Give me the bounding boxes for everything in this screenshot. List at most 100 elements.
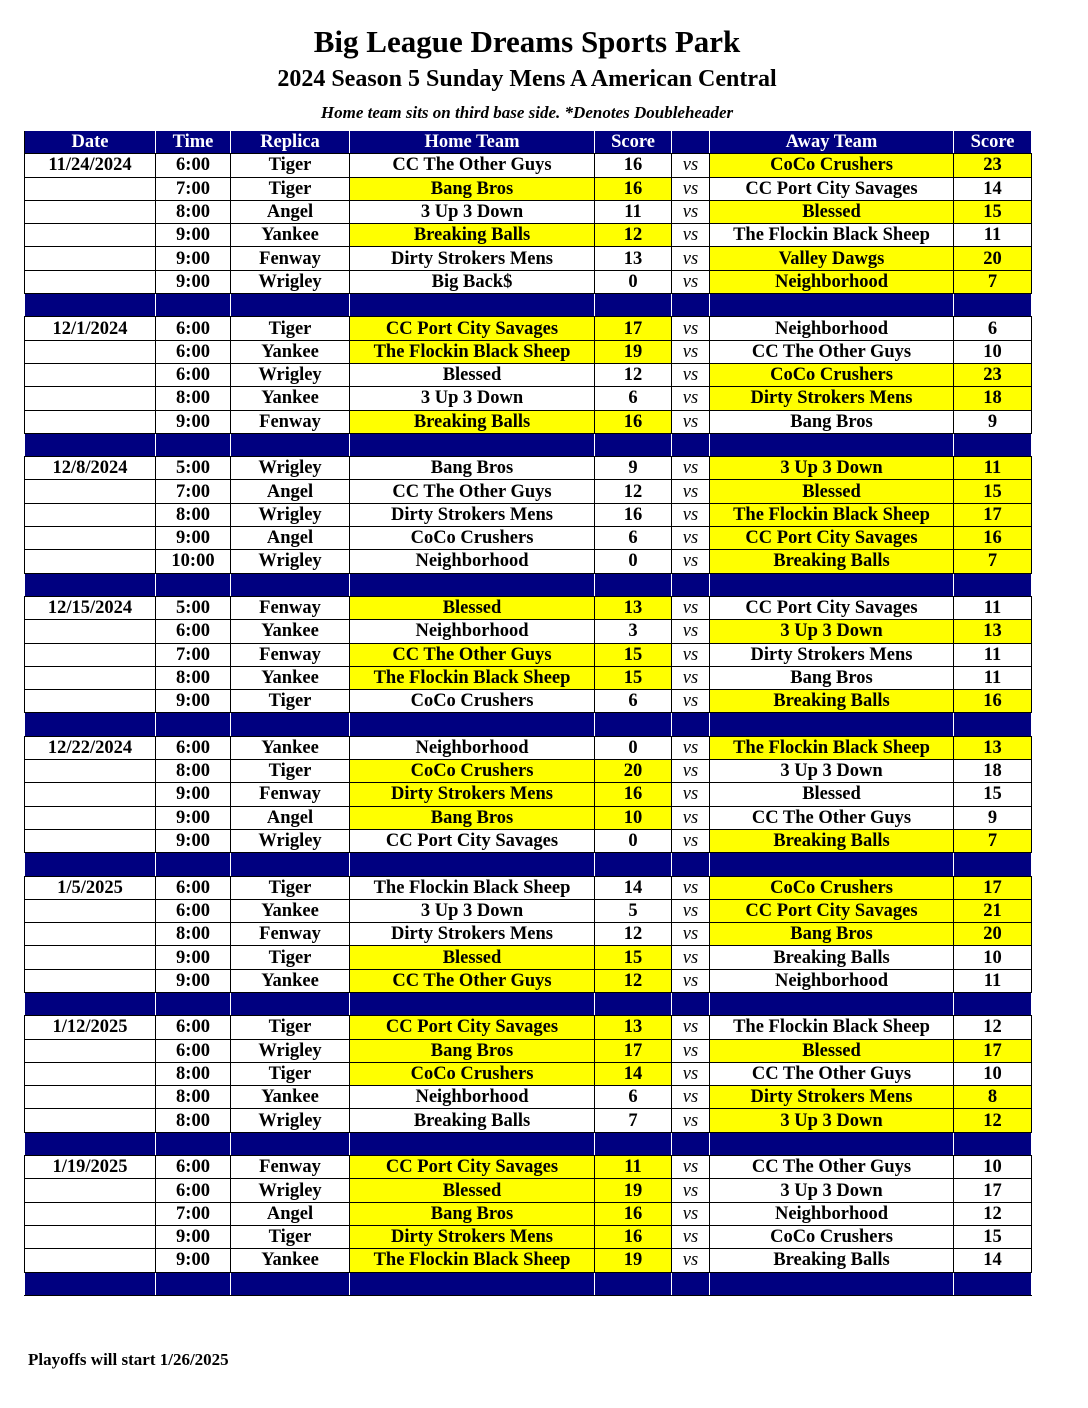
- game-replica-field: Yankee: [230, 339, 350, 364]
- header-col-away-score: Score: [953, 129, 1032, 155]
- vs-label: vs: [671, 782, 710, 807]
- game-date: [24, 805, 156, 830]
- home-team: Blessed: [349, 362, 595, 388]
- home-team: CC The Other Guys: [349, 479, 595, 504]
- away-team: CC Port City Savages: [709, 176, 954, 201]
- week-separator-row: [24, 991, 1032, 1017]
- home-score: 0: [594, 269, 672, 295]
- home-score: 9: [594, 456, 672, 481]
- vs-label: vs: [671, 316, 710, 341]
- separator-cell: [671, 852, 710, 877]
- game-time: 8:00: [155, 1061, 231, 1087]
- header-col-replica: Replica: [230, 129, 350, 155]
- away-score: 23: [953, 153, 1032, 178]
- separator-cell: [230, 1131, 350, 1157]
- game-date: [24, 828, 156, 854]
- separator-cell: [230, 712, 350, 737]
- game-date: 1/5/2025: [24, 875, 156, 900]
- home-score: 6: [594, 526, 672, 551]
- game-time: 8:00: [155, 1085, 231, 1110]
- away-score: 18: [953, 759, 1032, 784]
- game-row: 11/24/2024 6:00 Tiger CC The Other Guys 16 vs…: [24, 153, 1032, 178]
- home-score: 14: [594, 875, 672, 900]
- home-team: The Flockin Black Sheep: [349, 665, 595, 691]
- game-date: 12/22/2024: [24, 735, 156, 761]
- home-team: Bang Bros: [349, 1201, 595, 1226]
- vs-label: vs: [671, 1224, 710, 1250]
- separator-cell: [953, 572, 1032, 597]
- vs-label: vs: [671, 409, 710, 434]
- game-replica-field: Tiger: [230, 153, 350, 178]
- vs-label: vs: [671, 875, 710, 900]
- home-team: The Flockin Black Sheep: [349, 875, 595, 900]
- away-team: The Flockin Black Sheep: [709, 223, 954, 248]
- game-date: [24, 549, 156, 574]
- game-replica-field: Yankee: [230, 665, 350, 691]
- away-score: 23: [953, 362, 1032, 388]
- game-date: [24, 339, 156, 364]
- home-team: CoCo Crushers: [349, 526, 595, 551]
- game-date: [24, 922, 156, 947]
- game-replica-field: Yankee: [230, 735, 350, 761]
- home-score: 12: [594, 479, 672, 504]
- separator-cell: [230, 432, 350, 458]
- game-replica-field: Wrigley: [230, 828, 350, 854]
- away-score: 12: [953, 1201, 1032, 1226]
- game-date: 1/19/2025: [24, 1155, 156, 1180]
- game-time: 9:00: [155, 269, 231, 295]
- game-time: 6:00: [155, 153, 231, 178]
- away-score: 12: [953, 1108, 1032, 1133]
- game-row: 8:00 Wrigley Dirty Strokers Mens 16 vs The Fl…: [24, 502, 1032, 528]
- game-row: 8:00 Yankee The Flockin Black Sheep 15 vs Ban…: [24, 665, 1032, 691]
- header-col-vs: [671, 129, 710, 155]
- away-team: Breaking Balls: [709, 1248, 954, 1273]
- vs-label: vs: [671, 479, 710, 504]
- away-team: Bang Bros: [709, 665, 954, 691]
- separator-cell: [709, 712, 954, 737]
- home-team: The Flockin Black Sheep: [349, 1248, 595, 1273]
- game-replica-field: Yankee: [230, 223, 350, 248]
- home-score: 19: [594, 1248, 672, 1273]
- vs-label: vs: [671, 945, 710, 970]
- game-row: 9:00 Yankee Breaking Balls 12 vs The Flockin …: [24, 223, 1032, 248]
- away-score: 10: [953, 1061, 1032, 1087]
- vs-label: vs: [671, 1155, 710, 1180]
- game-date: 12/8/2024: [24, 456, 156, 481]
- separator-cell: [24, 1271, 156, 1296]
- game-date: [24, 782, 156, 807]
- game-replica-field: Angel: [230, 805, 350, 830]
- game-date: [24, 1224, 156, 1250]
- game-row: 1/19/2025 6:00 Fenway CC Port City Savages 1…: [24, 1155, 1032, 1180]
- home-team: 3 Up 3 Down: [349, 199, 595, 225]
- home-score: 13: [594, 595, 672, 621]
- game-replica-field: Fenway: [230, 922, 350, 947]
- schedule-table: Date Time Replica Home Team Score Away Team Sc…: [24, 129, 1032, 1296]
- vs-label: vs: [671, 1178, 710, 1203]
- game-time: 6:00: [155, 875, 231, 900]
- game-row: 9:00 Yankee The Flockin Black Sheep 19 vs Bre…: [24, 1248, 1032, 1273]
- away-team: 3 Up 3 Down: [709, 1178, 954, 1203]
- game-date: 12/15/2024: [24, 595, 156, 621]
- home-score: 20: [594, 759, 672, 784]
- vs-label: vs: [671, 1038, 710, 1063]
- away-team: 3 Up 3 Down: [709, 759, 954, 784]
- away-score: 12: [953, 1015, 1032, 1040]
- away-team: Bang Bros: [709, 409, 954, 434]
- separator-cell: [230, 1271, 350, 1296]
- separator-cell: [709, 991, 954, 1017]
- game-replica-field: Tiger: [230, 689, 350, 714]
- game-replica-field: Fenway: [230, 782, 350, 807]
- vs-label: vs: [671, 805, 710, 830]
- home-score: 12: [594, 223, 672, 248]
- home-score: 19: [594, 1178, 672, 1203]
- game-date: [24, 945, 156, 970]
- separator-cell: [953, 432, 1032, 458]
- week-separator-row: [24, 293, 1032, 318]
- away-score: 16: [953, 526, 1032, 551]
- away-team: CoCo Crushers: [709, 875, 954, 900]
- header-row: Date Time Replica Home Team Score Away Team Sc…: [24, 129, 1032, 155]
- game-row: 8:00 Fenway Dirty Strokers Mens 12 vs Bang Br…: [24, 922, 1032, 947]
- game-time: 7:00: [155, 642, 231, 667]
- home-team: CoCo Crushers: [349, 689, 595, 714]
- separator-cell: [594, 991, 672, 1017]
